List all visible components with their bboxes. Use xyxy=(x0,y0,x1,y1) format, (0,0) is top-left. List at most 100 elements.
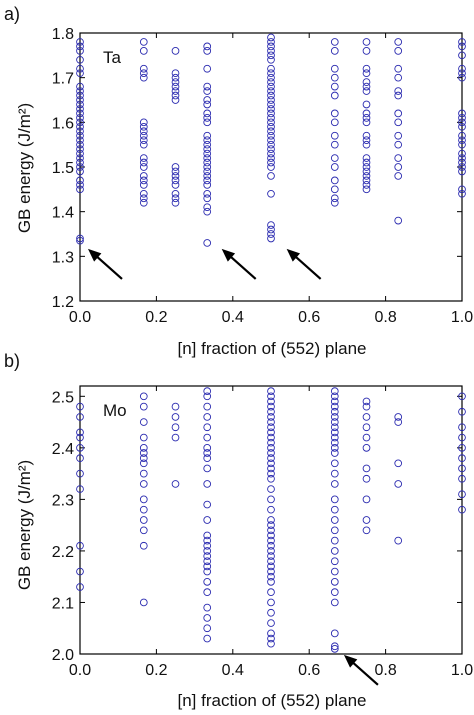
data-point-a xyxy=(362,47,371,55)
data-point-a xyxy=(203,82,212,91)
data-point-a xyxy=(139,64,148,73)
data-point-a xyxy=(203,194,212,203)
data-point-a xyxy=(203,118,212,127)
data-point-a xyxy=(139,38,148,46)
data-point-b xyxy=(362,433,371,442)
data-point-a xyxy=(139,198,148,207)
data-point-a xyxy=(203,172,212,180)
data-point-a xyxy=(203,136,212,145)
data-point-b xyxy=(330,577,339,586)
data-point-a xyxy=(203,87,212,95)
data-point-b xyxy=(330,642,339,651)
data-point-b xyxy=(267,495,275,504)
data-point-a xyxy=(330,198,339,207)
x-tick-label-b: 0.4 xyxy=(222,662,244,679)
data-point-b xyxy=(267,577,275,586)
data-point-a xyxy=(267,64,275,73)
data-point-a xyxy=(139,176,148,185)
data-point-b xyxy=(139,433,148,442)
data-point-b xyxy=(267,639,275,648)
data-point-b xyxy=(267,505,275,514)
data-point-b xyxy=(76,402,84,411)
data-point-a xyxy=(76,154,84,162)
data-point-a xyxy=(76,105,84,113)
data-point-a xyxy=(394,64,403,73)
data-point-a xyxy=(139,140,148,149)
x-tick-label-a: 0.6 xyxy=(298,309,320,326)
data-point-b xyxy=(330,413,339,421)
data-point-b xyxy=(330,428,339,437)
data-point-b xyxy=(267,516,275,524)
data-point-a xyxy=(362,82,371,91)
data-point-b xyxy=(203,392,212,401)
data-point-a xyxy=(76,131,84,140)
data-point-a xyxy=(330,154,339,162)
data-point-a xyxy=(267,105,275,113)
data-point-a xyxy=(458,149,466,158)
data-point-b xyxy=(267,557,275,566)
data-point-a xyxy=(76,55,84,64)
data-point-b xyxy=(203,516,212,524)
data-point-b xyxy=(267,608,275,617)
data-point-b xyxy=(330,387,339,396)
data-point-b xyxy=(362,526,371,535)
y-axis-title-a: GB energy (J/m²) xyxy=(15,103,34,233)
data-point-b xyxy=(203,443,212,452)
data-point-b xyxy=(267,454,275,463)
data-point-a xyxy=(394,47,403,55)
data-point-b xyxy=(362,397,371,406)
data-point-a xyxy=(171,198,180,207)
data-point-a xyxy=(362,87,371,95)
y-tick-label-b: 2.2 xyxy=(52,544,74,561)
data-point-a xyxy=(171,181,180,189)
data-point-a xyxy=(394,38,403,46)
data-point-b xyxy=(458,423,466,432)
data-point-b xyxy=(203,423,212,432)
data-point-b xyxy=(267,443,275,452)
data-point-b xyxy=(203,464,212,473)
data-point-a xyxy=(394,154,403,162)
data-point-b xyxy=(362,402,371,411)
data-point-b xyxy=(458,443,466,452)
arrow-a xyxy=(286,248,322,280)
data-point-a xyxy=(362,131,371,140)
y-tick-label-a: 1.4 xyxy=(52,205,74,222)
data-point-a xyxy=(139,158,148,167)
data-point-a xyxy=(267,234,275,243)
data-point-a xyxy=(362,78,371,86)
data-point-a xyxy=(171,91,180,100)
data-point-a xyxy=(203,131,212,140)
data-point-b xyxy=(330,495,339,504)
data-point-b xyxy=(267,397,275,406)
data-point-b xyxy=(330,469,339,478)
data-point-a xyxy=(458,109,466,118)
data-point-a xyxy=(76,136,84,145)
data-point-b xyxy=(394,536,403,545)
data-point-a xyxy=(76,236,84,245)
data-point-a xyxy=(362,163,371,171)
data-point-a xyxy=(76,167,84,176)
y-tick-label-a: 1.2 xyxy=(52,294,74,311)
data-point-b xyxy=(330,505,339,514)
data-point-b xyxy=(267,552,275,560)
data-point-b xyxy=(330,443,339,452)
data-point-a xyxy=(139,122,148,131)
data-point-a xyxy=(458,64,466,73)
data-point-a xyxy=(203,239,212,247)
data-point-a xyxy=(76,64,84,73)
data-point-a xyxy=(330,163,339,171)
data-point-a xyxy=(458,140,466,149)
data-point-b xyxy=(267,469,275,478)
data-point-a xyxy=(330,64,339,73)
data-point-a xyxy=(203,189,212,198)
data-point-a xyxy=(76,69,84,78)
data-point-a xyxy=(394,91,403,100)
x-tick-label-a: 0.8 xyxy=(374,309,396,326)
y-tick-label-a: 1.3 xyxy=(52,249,74,266)
data-point-a xyxy=(203,207,212,216)
data-point-b xyxy=(330,407,339,416)
data-point-a xyxy=(171,167,180,176)
y-tick-label-a: 1.5 xyxy=(52,160,74,177)
data-point-b xyxy=(203,413,212,421)
data-point-b xyxy=(330,392,339,401)
